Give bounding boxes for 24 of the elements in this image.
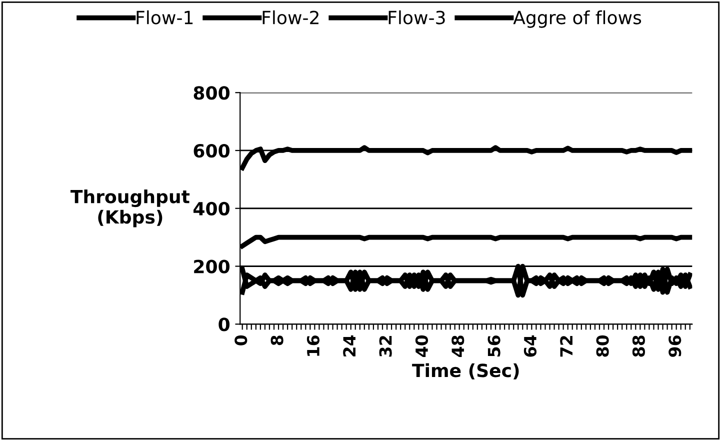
x-tick-label: 64 <box>524 335 537 357</box>
x-tick-label: 40 <box>415 335 428 357</box>
x-tick-label: 32 <box>379 336 392 357</box>
x-tick-label: 8 <box>270 336 284 346</box>
legend-label: Flow-1 <box>136 10 193 24</box>
legend-label: Aggre of flows <box>513 10 642 28</box>
x-axis-title: Time (Sec) <box>412 363 519 380</box>
legend-label: Flow-3 <box>388 10 445 24</box>
x-tick-label: 16 <box>306 335 320 356</box>
x-tick-label: 88 <box>632 336 646 357</box>
x-tick-label: 56 <box>488 335 500 356</box>
x-tick-label: 96 <box>668 335 682 357</box>
x-tick-label: 72 <box>560 336 572 357</box>
y-tick-label: 400 <box>193 202 230 216</box>
y-axis-title: Throughput (Kbps) <box>70 189 190 228</box>
y-tick-label: 200 <box>194 260 230 274</box>
y-tick-label: 0 <box>218 318 230 332</box>
x-tick-label: 24 <box>343 335 356 356</box>
x-tick-label: 0 <box>234 335 248 346</box>
legend-label: Flow-2 <box>262 10 318 24</box>
x-tick-label: 80 <box>596 335 609 357</box>
x-tick-label: 48 <box>452 336 464 357</box>
y-tick-label: 800 <box>194 86 230 100</box>
y-tick-label: 600 <box>194 144 230 158</box>
